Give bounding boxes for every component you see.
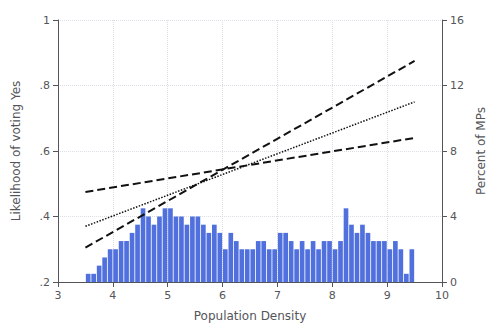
- svg-text:Percent of MPs: Percent of MPs: [474, 107, 488, 195]
- svg-text:16: 16: [450, 14, 464, 27]
- svg-text:12: 12: [450, 79, 464, 92]
- svg-text:8: 8: [329, 289, 336, 302]
- svg-text:0: 0: [450, 276, 457, 289]
- svg-text:.2: .2: [40, 276, 51, 289]
- svg-text:6: 6: [219, 289, 226, 302]
- svg-text:3: 3: [55, 289, 62, 302]
- svg-text:1: 1: [43, 14, 50, 27]
- svg-text:8: 8: [450, 145, 457, 158]
- svg-text:4: 4: [450, 210, 457, 223]
- svg-text:.4: .4: [40, 210, 51, 223]
- svg-text:Likelihood of voting Yes: Likelihood of voting Yes: [9, 81, 23, 222]
- svg-text:9: 9: [384, 289, 391, 302]
- svg-text:.6: .6: [40, 145, 51, 158]
- svg-text:10: 10: [435, 289, 449, 302]
- svg-text:5: 5: [164, 289, 171, 302]
- svg-text:Population Density: Population Density: [194, 309, 306, 323]
- svg-text:.8: .8: [40, 79, 51, 92]
- svg-text:4: 4: [109, 289, 116, 302]
- svg-text:7: 7: [274, 289, 281, 302]
